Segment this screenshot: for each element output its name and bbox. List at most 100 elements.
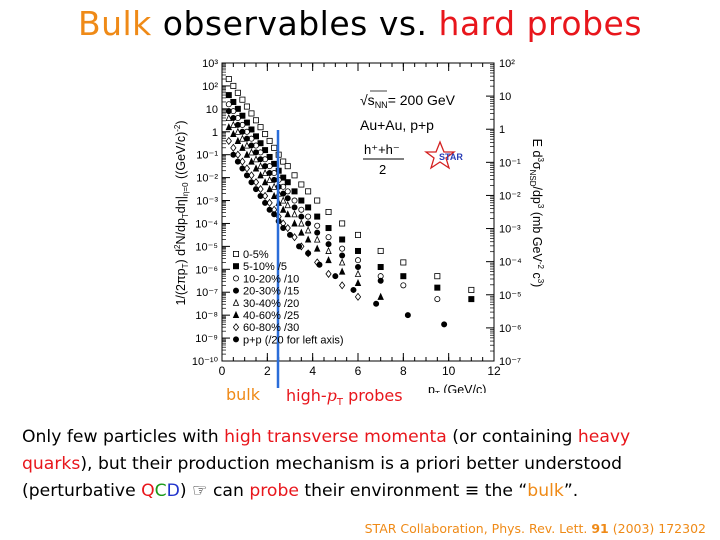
data-point (243, 103, 250, 110)
y-left-tick-label: 10⁻⁸ (195, 310, 218, 322)
ratio-numerator: h⁺+h⁻ (364, 142, 400, 157)
y-right-tick-label: 10⁻⁵ (499, 290, 522, 302)
data-point (271, 144, 278, 151)
data-point (354, 269, 362, 277)
data-point (248, 179, 255, 186)
y-left-tick-label: 10⁻⁵ (195, 241, 218, 253)
title-bulk: Bulk (77, 4, 152, 43)
data-point (291, 197, 298, 204)
data-point (266, 185, 273, 193)
data-point (243, 172, 250, 179)
legend-marker (232, 310, 240, 319)
x-tick-label: 6 (355, 364, 362, 378)
left-axis-label: 1/(2πpT) d2N/dpTdη|η=0 ((GeV/c)-2) (173, 120, 190, 305)
data-point (225, 92, 232, 99)
data-point (305, 220, 312, 227)
data-point (234, 150, 241, 159)
data-point (291, 172, 298, 179)
data-point (252, 178, 260, 187)
x-tick-label: 10 (442, 364, 456, 378)
data-point (225, 101, 232, 108)
data-point (354, 257, 361, 264)
y-left-tick-label: 10⁻² (196, 173, 218, 185)
data-point (468, 286, 475, 293)
citation: STAR Collaboration, Phys. Rev. Lett. 91 … (365, 521, 706, 536)
y-left-tick-label: 10⁻⁴ (195, 218, 218, 230)
legend-marker (233, 275, 240, 282)
text-high-pt: high transverse momenta (224, 427, 447, 447)
pointing-hand-icon: ☞ (192, 481, 208, 501)
data-point (257, 185, 264, 194)
data-point (291, 204, 298, 211)
data-point (262, 163, 269, 170)
legend-label: 0-5% (243, 249, 269, 261)
data-point (339, 236, 346, 243)
data-point (261, 191, 269, 201)
y-right-tick-label: 10⁻⁶ (499, 323, 522, 335)
y-right-tick-label: 10 (499, 91, 511, 103)
data-point (298, 197, 305, 204)
pt-subscript: T (336, 397, 344, 409)
data-point (305, 188, 312, 195)
data-point (316, 261, 323, 268)
data-point (279, 205, 287, 213)
legend-marker (233, 336, 240, 343)
star-logo: STAR (424, 140, 463, 170)
data-point (350, 286, 357, 293)
data-point (262, 199, 269, 206)
data-point (284, 210, 291, 218)
y-right-tick-label: 10⁻⁴ (499, 257, 522, 269)
citation-text: STAR Collaboration, Phys. Rev. Lett. (364, 521, 592, 536)
data-point (230, 115, 237, 122)
y-left-tick-label: 10⁻³ (196, 196, 218, 208)
y-right-tick-label: 10² (499, 58, 515, 70)
data-point (239, 143, 246, 151)
data-point (325, 208, 332, 215)
data-point (284, 195, 291, 202)
text-seg: (perturbative (22, 481, 142, 501)
svg-text:STAR: STAR (439, 152, 463, 162)
data-point (314, 197, 321, 204)
data-point (298, 206, 305, 213)
legend-marker (232, 323, 240, 332)
data-point (434, 273, 441, 280)
data-point (243, 164, 251, 173)
data-point (284, 201, 291, 209)
data-point (239, 165, 246, 172)
data-point (280, 190, 287, 197)
data-point (377, 247, 384, 254)
data-point (257, 162, 264, 170)
title-middle: observables vs. (151, 4, 439, 43)
data-point (234, 127, 242, 135)
legend-marker (233, 250, 240, 257)
data-point (271, 176, 278, 183)
y-right-tick-label: 10⁻² (499, 190, 521, 202)
data-point (325, 246, 332, 254)
probes-word: probes (343, 386, 403, 405)
spectra-figure: 0 2 4 6 8 10 1210⁻¹⁰10⁻⁹10⁻⁸10⁻⁷10⁻⁶10⁻⁵10⁻⁴10… (173, 58, 545, 393)
legend-label: 20-30% /15 (243, 286, 299, 298)
data-point (338, 258, 346, 266)
data-point (248, 171, 255, 180)
data-point (239, 96, 246, 103)
data-point (325, 225, 332, 232)
citation-year: (2003) 172302 (608, 521, 706, 536)
data-point (248, 110, 255, 117)
x-tick-label: 8 (400, 364, 407, 378)
data-point (325, 241, 332, 248)
data-point (253, 186, 260, 193)
data-point (313, 244, 321, 252)
data-point (284, 163, 291, 170)
data-point (304, 235, 312, 243)
data-point (314, 222, 321, 229)
text-d: D (166, 481, 180, 501)
data-point (298, 181, 305, 188)
data-point (270, 191, 278, 199)
text-heavy: heavy (577, 427, 631, 447)
text-seg: ), but their production mechanism is a p… (80, 454, 623, 474)
data-point (225, 76, 232, 83)
data-point (252, 164, 260, 172)
data-point (377, 292, 384, 300)
y-left-tick-label: 10⁻⁷ (196, 287, 218, 299)
